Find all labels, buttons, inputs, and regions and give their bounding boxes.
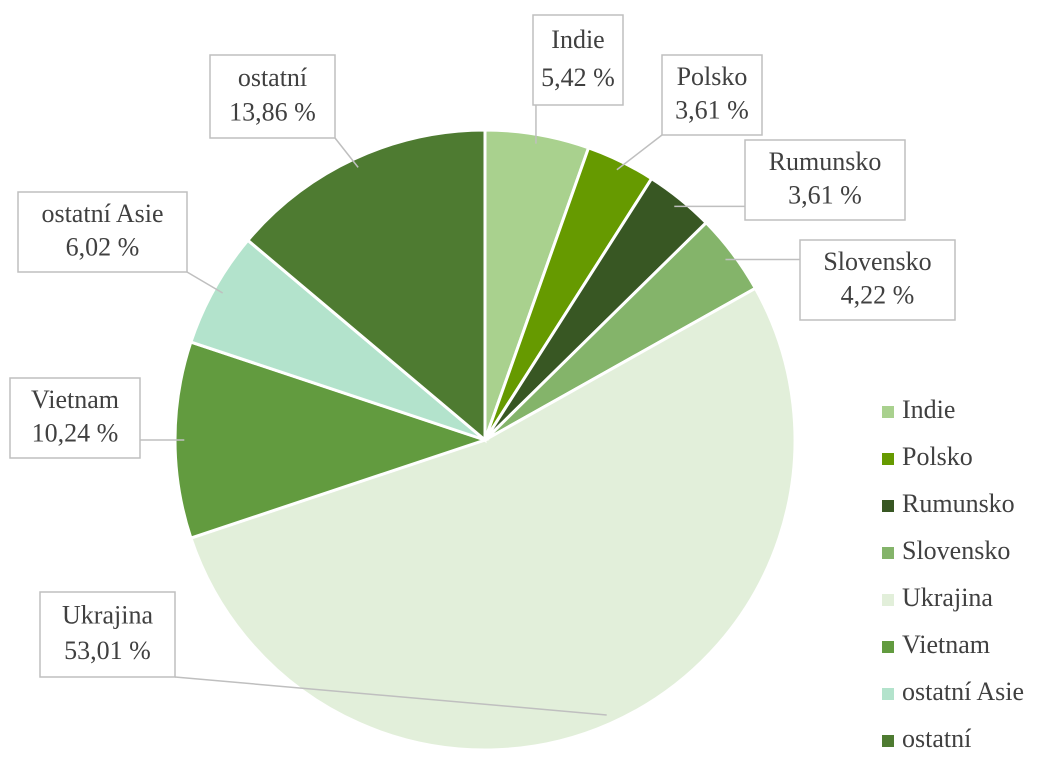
- legend-label: Polsko: [902, 442, 973, 471]
- legend-swatch: [882, 688, 894, 700]
- legend-swatch: [882, 594, 894, 606]
- callout-name: Indie: [551, 25, 604, 54]
- legend-swatch: [882, 641, 894, 653]
- legend-swatch: [882, 453, 894, 465]
- callout-name: Slovensko: [823, 247, 931, 276]
- callout-value: 5,42 %: [541, 63, 615, 92]
- legend-label: ostatní: [902, 724, 971, 753]
- callout-name: Rumunsko: [769, 147, 882, 176]
- legend-label: ostatní Asie: [902, 677, 1024, 706]
- leader-line: [186, 271, 224, 294]
- legend-label: Ukrajina: [902, 583, 993, 612]
- callout-name: ostatní: [238, 63, 307, 92]
- callout-box: [39, 591, 176, 678]
- leader-line: [334, 137, 359, 168]
- callout-value: 6,02 %: [66, 233, 140, 262]
- callout-name: ostatní Asie: [41, 199, 163, 228]
- callout-box: [9, 377, 141, 459]
- callout-name: Ukrajina: [62, 600, 153, 629]
- legend-label: Indie: [902, 395, 955, 424]
- legend-swatch: [882, 500, 894, 512]
- legend-label: Vietnam: [902, 630, 990, 659]
- legend-swatch: [882, 735, 894, 747]
- callout-value: 3,61 %: [788, 181, 862, 210]
- leader-line: [616, 134, 663, 171]
- legend-label: Rumunsko: [902, 489, 1015, 518]
- callout-box: [661, 54, 763, 136]
- pie-slice: [245, 128, 487, 444]
- callout-box: [17, 191, 188, 273]
- callout-name: Polsko: [677, 62, 748, 91]
- callout-value: 10,24 %: [32, 419, 119, 448]
- callout-name: Vietnam: [31, 385, 119, 414]
- callout-box: [799, 239, 956, 321]
- callout-value: 4,22 %: [841, 281, 915, 310]
- legend-swatch: [882, 547, 894, 559]
- callout-box: [744, 139, 906, 221]
- callout-box: [532, 14, 624, 106]
- leader-line: [174, 676, 607, 716]
- callout-box: [209, 54, 336, 139]
- callout-value: 13,86 %: [229, 98, 316, 127]
- pie-slice: [189, 286, 797, 752]
- legend-label: Slovensko: [902, 536, 1010, 565]
- callout-value: 53,01 %: [64, 636, 151, 665]
- callout-value: 3,61 %: [675, 96, 749, 125]
- legend-swatch: [882, 406, 894, 418]
